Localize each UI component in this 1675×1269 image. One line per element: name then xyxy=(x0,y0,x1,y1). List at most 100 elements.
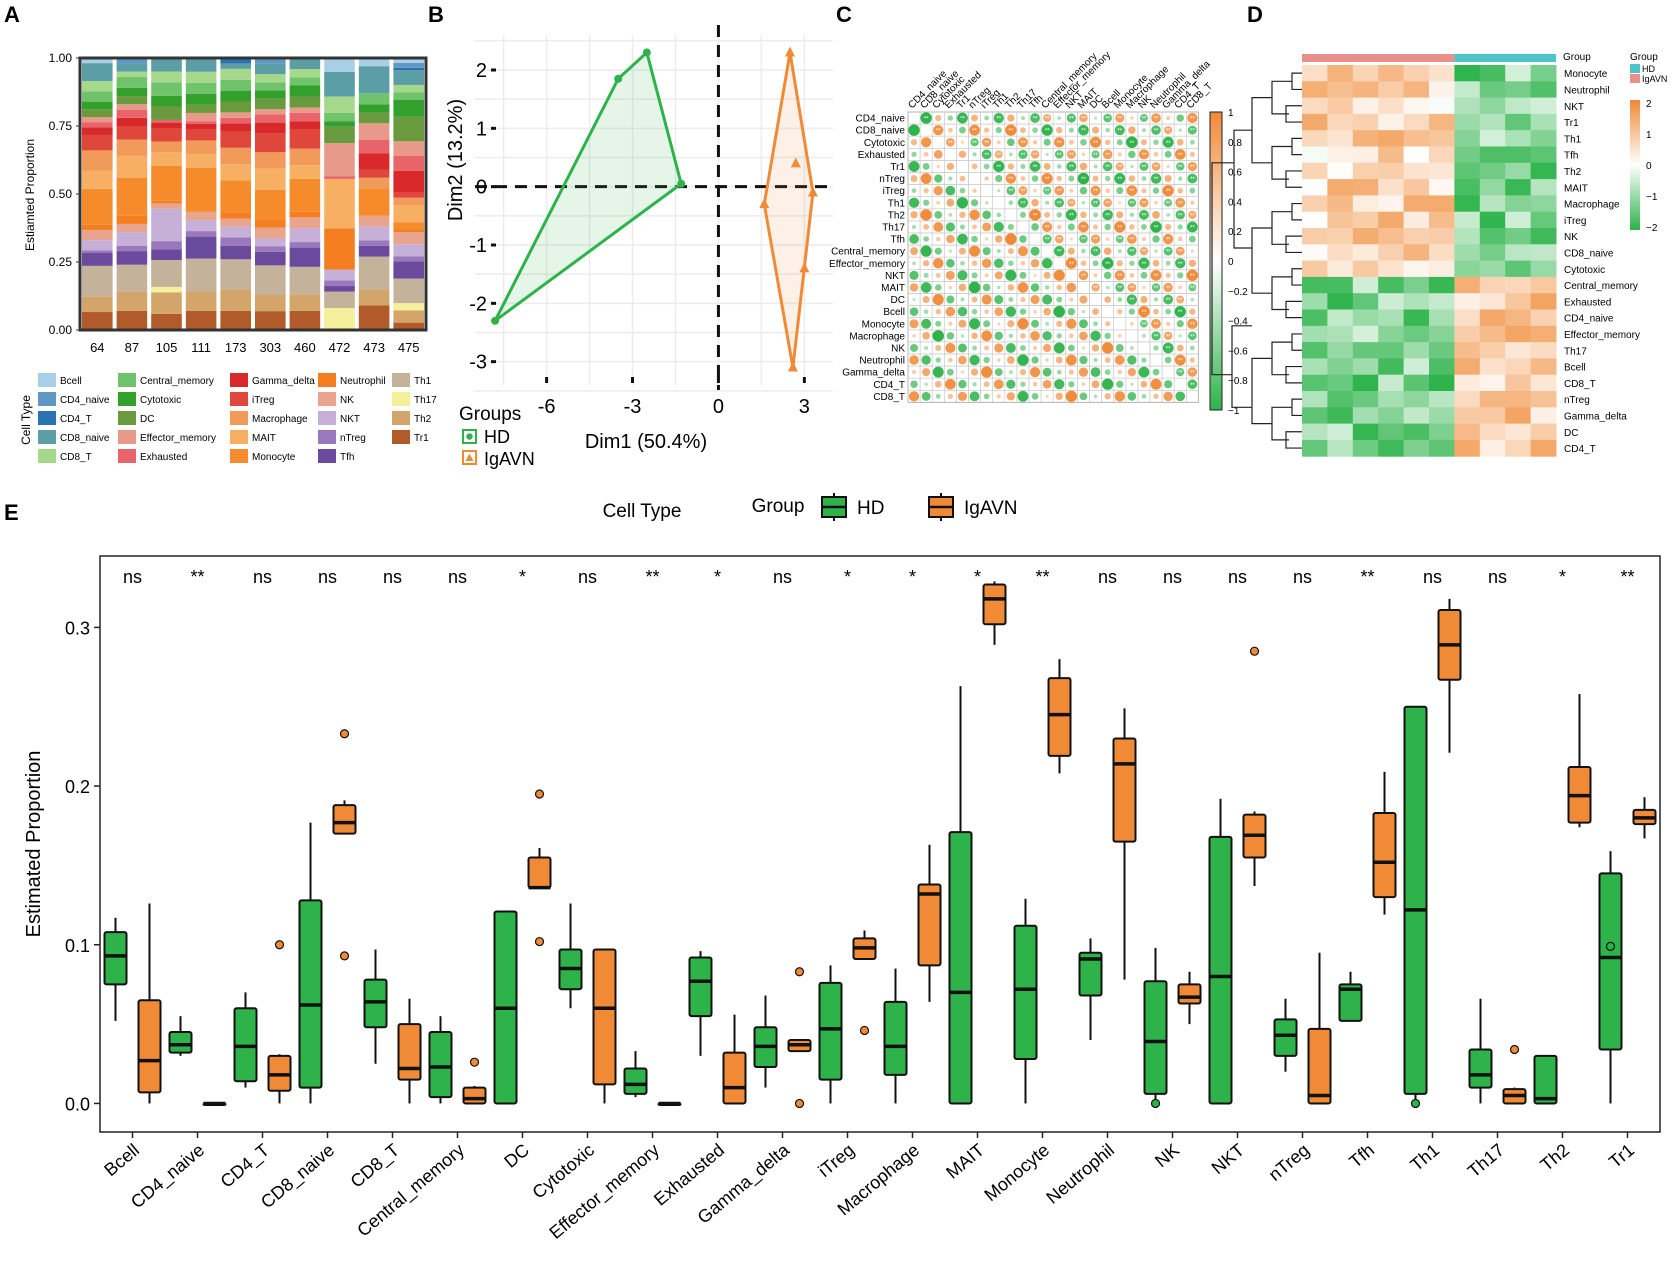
corr-circle xyxy=(1077,172,1090,185)
corr-sig-mark: ** xyxy=(1166,201,1171,207)
bar-segment-475-Bcell xyxy=(393,58,424,63)
corr-circle xyxy=(970,368,979,376)
corr-sig-mark: ** xyxy=(1166,286,1171,292)
corr-row-label: Macrophage xyxy=(849,331,905,342)
heatmap-cell xyxy=(1352,391,1379,408)
corr-circle xyxy=(1020,333,1026,339)
corr-circle xyxy=(1031,223,1039,231)
dendrogram-branch xyxy=(1291,333,1302,351)
heatmap-cell xyxy=(1327,179,1354,196)
bar-segment-473-Gamma_delta xyxy=(358,153,390,170)
corr-sig-mark: ** xyxy=(1178,262,1183,268)
legend-label-Monocyte: Monocyte xyxy=(252,452,296,463)
corr-colorbar-tick: −0.2 xyxy=(1228,287,1248,298)
heatmap-cell xyxy=(1429,146,1455,164)
hd-nTreg-box xyxy=(1273,1018,1298,1057)
corr-circle xyxy=(959,126,966,134)
corr-circle xyxy=(985,201,989,205)
corr-row-label: Bcell xyxy=(883,307,905,318)
hd-point xyxy=(677,179,686,188)
panel-e-y-tick-label: 0.0 xyxy=(65,1094,90,1114)
legend-label-CD8_T: CD8_T xyxy=(60,452,92,463)
corr-circle xyxy=(997,322,1001,326)
dendrogram-branch xyxy=(1291,268,1302,286)
corr-circle xyxy=(935,320,942,327)
corr-circle xyxy=(909,319,919,329)
corr-row-label: Tfh xyxy=(891,235,905,246)
heatmap-cell xyxy=(1327,260,1354,278)
igavn-Central_memory-box xyxy=(462,1086,487,1105)
corr-circle xyxy=(1126,136,1138,149)
bar-segment-475-Exhausted xyxy=(393,156,424,171)
heatmap-cell xyxy=(1327,162,1354,180)
bar-segment-303-Tr1 xyxy=(255,311,286,330)
corr-circle xyxy=(1007,284,1015,291)
corr-circle xyxy=(1151,283,1161,292)
heatmap-cell xyxy=(1403,358,1430,376)
corr-sig-mark: ** xyxy=(1178,310,1183,316)
corr-circle xyxy=(1154,249,1158,253)
corr-circle xyxy=(1091,283,1100,292)
heatmap-cell xyxy=(1403,130,1430,147)
panel-e-y-tick-label: 0.2 xyxy=(65,777,90,797)
corr-sig-mark: ** xyxy=(1190,213,1195,219)
dendrogram-branch xyxy=(1291,398,1302,417)
bar-segment-475-Tr1 xyxy=(393,322,424,330)
corr-circle xyxy=(984,176,989,181)
heatmap-cell xyxy=(1429,293,1455,310)
corr-circle xyxy=(1068,333,1074,339)
bar-segment-460-CD8_naive xyxy=(289,58,321,69)
hd-outlier xyxy=(1150,1098,1161,1109)
heatmap-row-label: Effector_memory xyxy=(1564,330,1640,341)
bar-segment-472-Exhausted xyxy=(324,176,355,179)
heatmap-row-label: Neutrophil xyxy=(1564,85,1610,96)
hd-Bcell-box xyxy=(103,931,128,986)
bar-segment-460-MAIT xyxy=(289,165,321,179)
panel-e-legend-cell-type: Cell Type xyxy=(603,501,682,522)
heatmap-cell xyxy=(1505,423,1532,441)
corr-circle xyxy=(1177,272,1184,279)
corr-circle xyxy=(1175,210,1185,220)
significance-label: * xyxy=(714,567,721,587)
panel-a-x-tick-label: 473 xyxy=(363,340,385,355)
corr-row-label: Exhausted xyxy=(858,150,905,161)
heatmap-cell xyxy=(1429,342,1455,359)
significance-label: ns xyxy=(383,567,402,587)
legend-label-CD4_naive: CD4_naive xyxy=(60,395,110,406)
bar-segment-64-DC xyxy=(82,109,113,118)
bar-segment-473-NKT xyxy=(358,226,390,241)
corr-circle xyxy=(1030,294,1040,305)
corr-circle xyxy=(1090,234,1101,244)
bar-segment-173-Th2 xyxy=(220,289,251,311)
panel-b-y-tick-label: -3 xyxy=(469,352,487,374)
corr-circle xyxy=(1056,333,1062,339)
heatmap-cell xyxy=(1429,65,1455,82)
corr-sig-mark: ** xyxy=(1166,189,1171,195)
bar-segment-105-NKT xyxy=(151,208,182,242)
corr-circle xyxy=(972,224,978,230)
corr-circle xyxy=(1032,127,1038,133)
corr-circle xyxy=(1189,187,1196,194)
corr-sig-mark: ** xyxy=(1130,238,1135,244)
heatmap-cell xyxy=(1352,228,1379,245)
igavn-point xyxy=(790,157,801,168)
corr-row-label: Central_memory xyxy=(831,247,905,258)
corr-circle xyxy=(1164,174,1172,183)
corr-circle xyxy=(912,334,916,338)
bar-segment-460-Tr1 xyxy=(289,310,321,330)
corr-circle xyxy=(1140,319,1148,328)
heatmap-cell xyxy=(1479,211,1506,229)
panel-label-b: B xyxy=(428,2,444,27)
corr-sig-mark: ** xyxy=(1142,262,1147,268)
corr-sig-mark: ** xyxy=(1009,129,1014,135)
corr-circle xyxy=(935,357,941,363)
corr-circle xyxy=(948,176,953,181)
corr-circle xyxy=(996,140,1001,145)
corr-circle xyxy=(1008,333,1014,339)
panel-e-x-tick-label: Th2 xyxy=(1536,1140,1573,1175)
corr-circle xyxy=(1056,164,1062,169)
corr-circle xyxy=(984,127,990,133)
legend-swatch-Macrophage xyxy=(230,411,248,425)
heatmap-cell xyxy=(1530,228,1557,245)
heatmap-cell xyxy=(1403,244,1430,262)
